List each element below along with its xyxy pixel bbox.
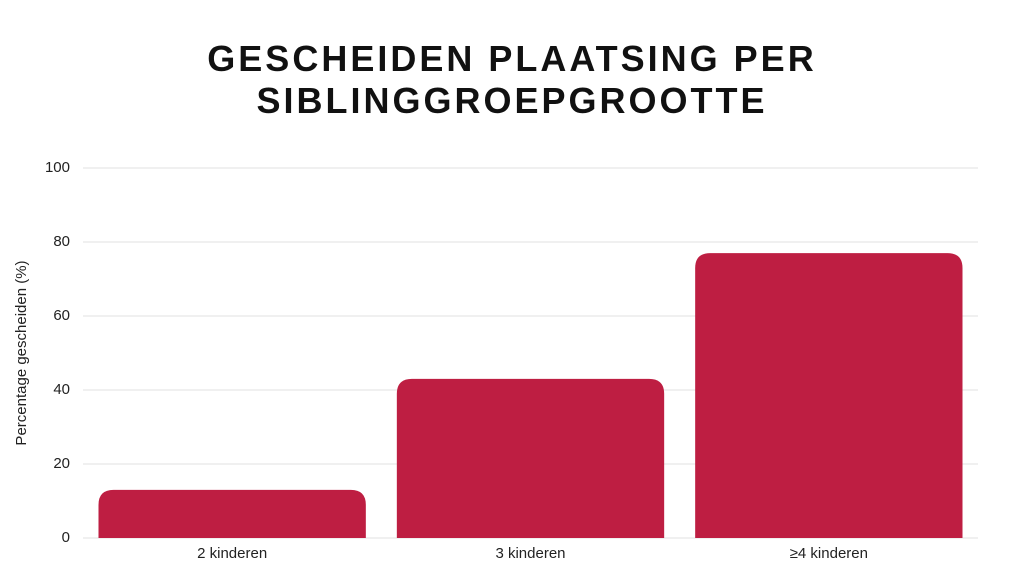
y-tick-label: 80 bbox=[53, 233, 70, 250]
y-tick-label: 20 bbox=[53, 455, 70, 472]
x-tick-label: 3 kinderen bbox=[495, 545, 565, 562]
x-tick-label: 2 kinderen bbox=[197, 545, 267, 562]
y-tick-label: 0 bbox=[62, 529, 70, 546]
y-tick-label: 60 bbox=[53, 307, 70, 324]
bar bbox=[98, 489, 366, 538]
bar bbox=[695, 253, 963, 538]
y-axis-label: Percentage gescheiden (%) bbox=[13, 260, 30, 445]
bar bbox=[396, 378, 665, 538]
y-tick-label: 40 bbox=[53, 381, 70, 398]
chart-title: GESCHEIDEN PLAATSING PER SIBLINGGROEPGRO… bbox=[207, 38, 817, 121]
x-tick-label: ≥4 kinderen bbox=[790, 545, 868, 562]
y-tick-label: 100 bbox=[45, 159, 70, 176]
